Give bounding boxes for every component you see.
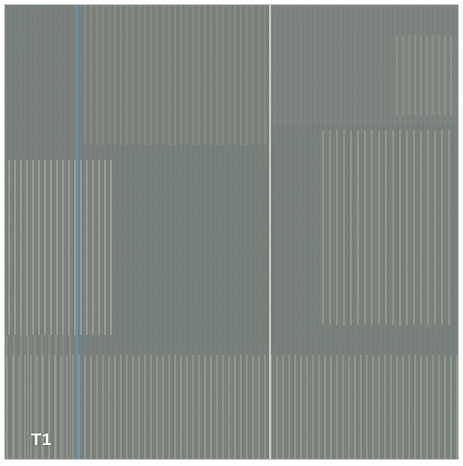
tile-code-label: T1 [31,430,52,449]
carpet-texture [5,5,458,459]
carpet-tile-image: T1 [4,4,459,460]
shade-block-center [115,145,275,345]
